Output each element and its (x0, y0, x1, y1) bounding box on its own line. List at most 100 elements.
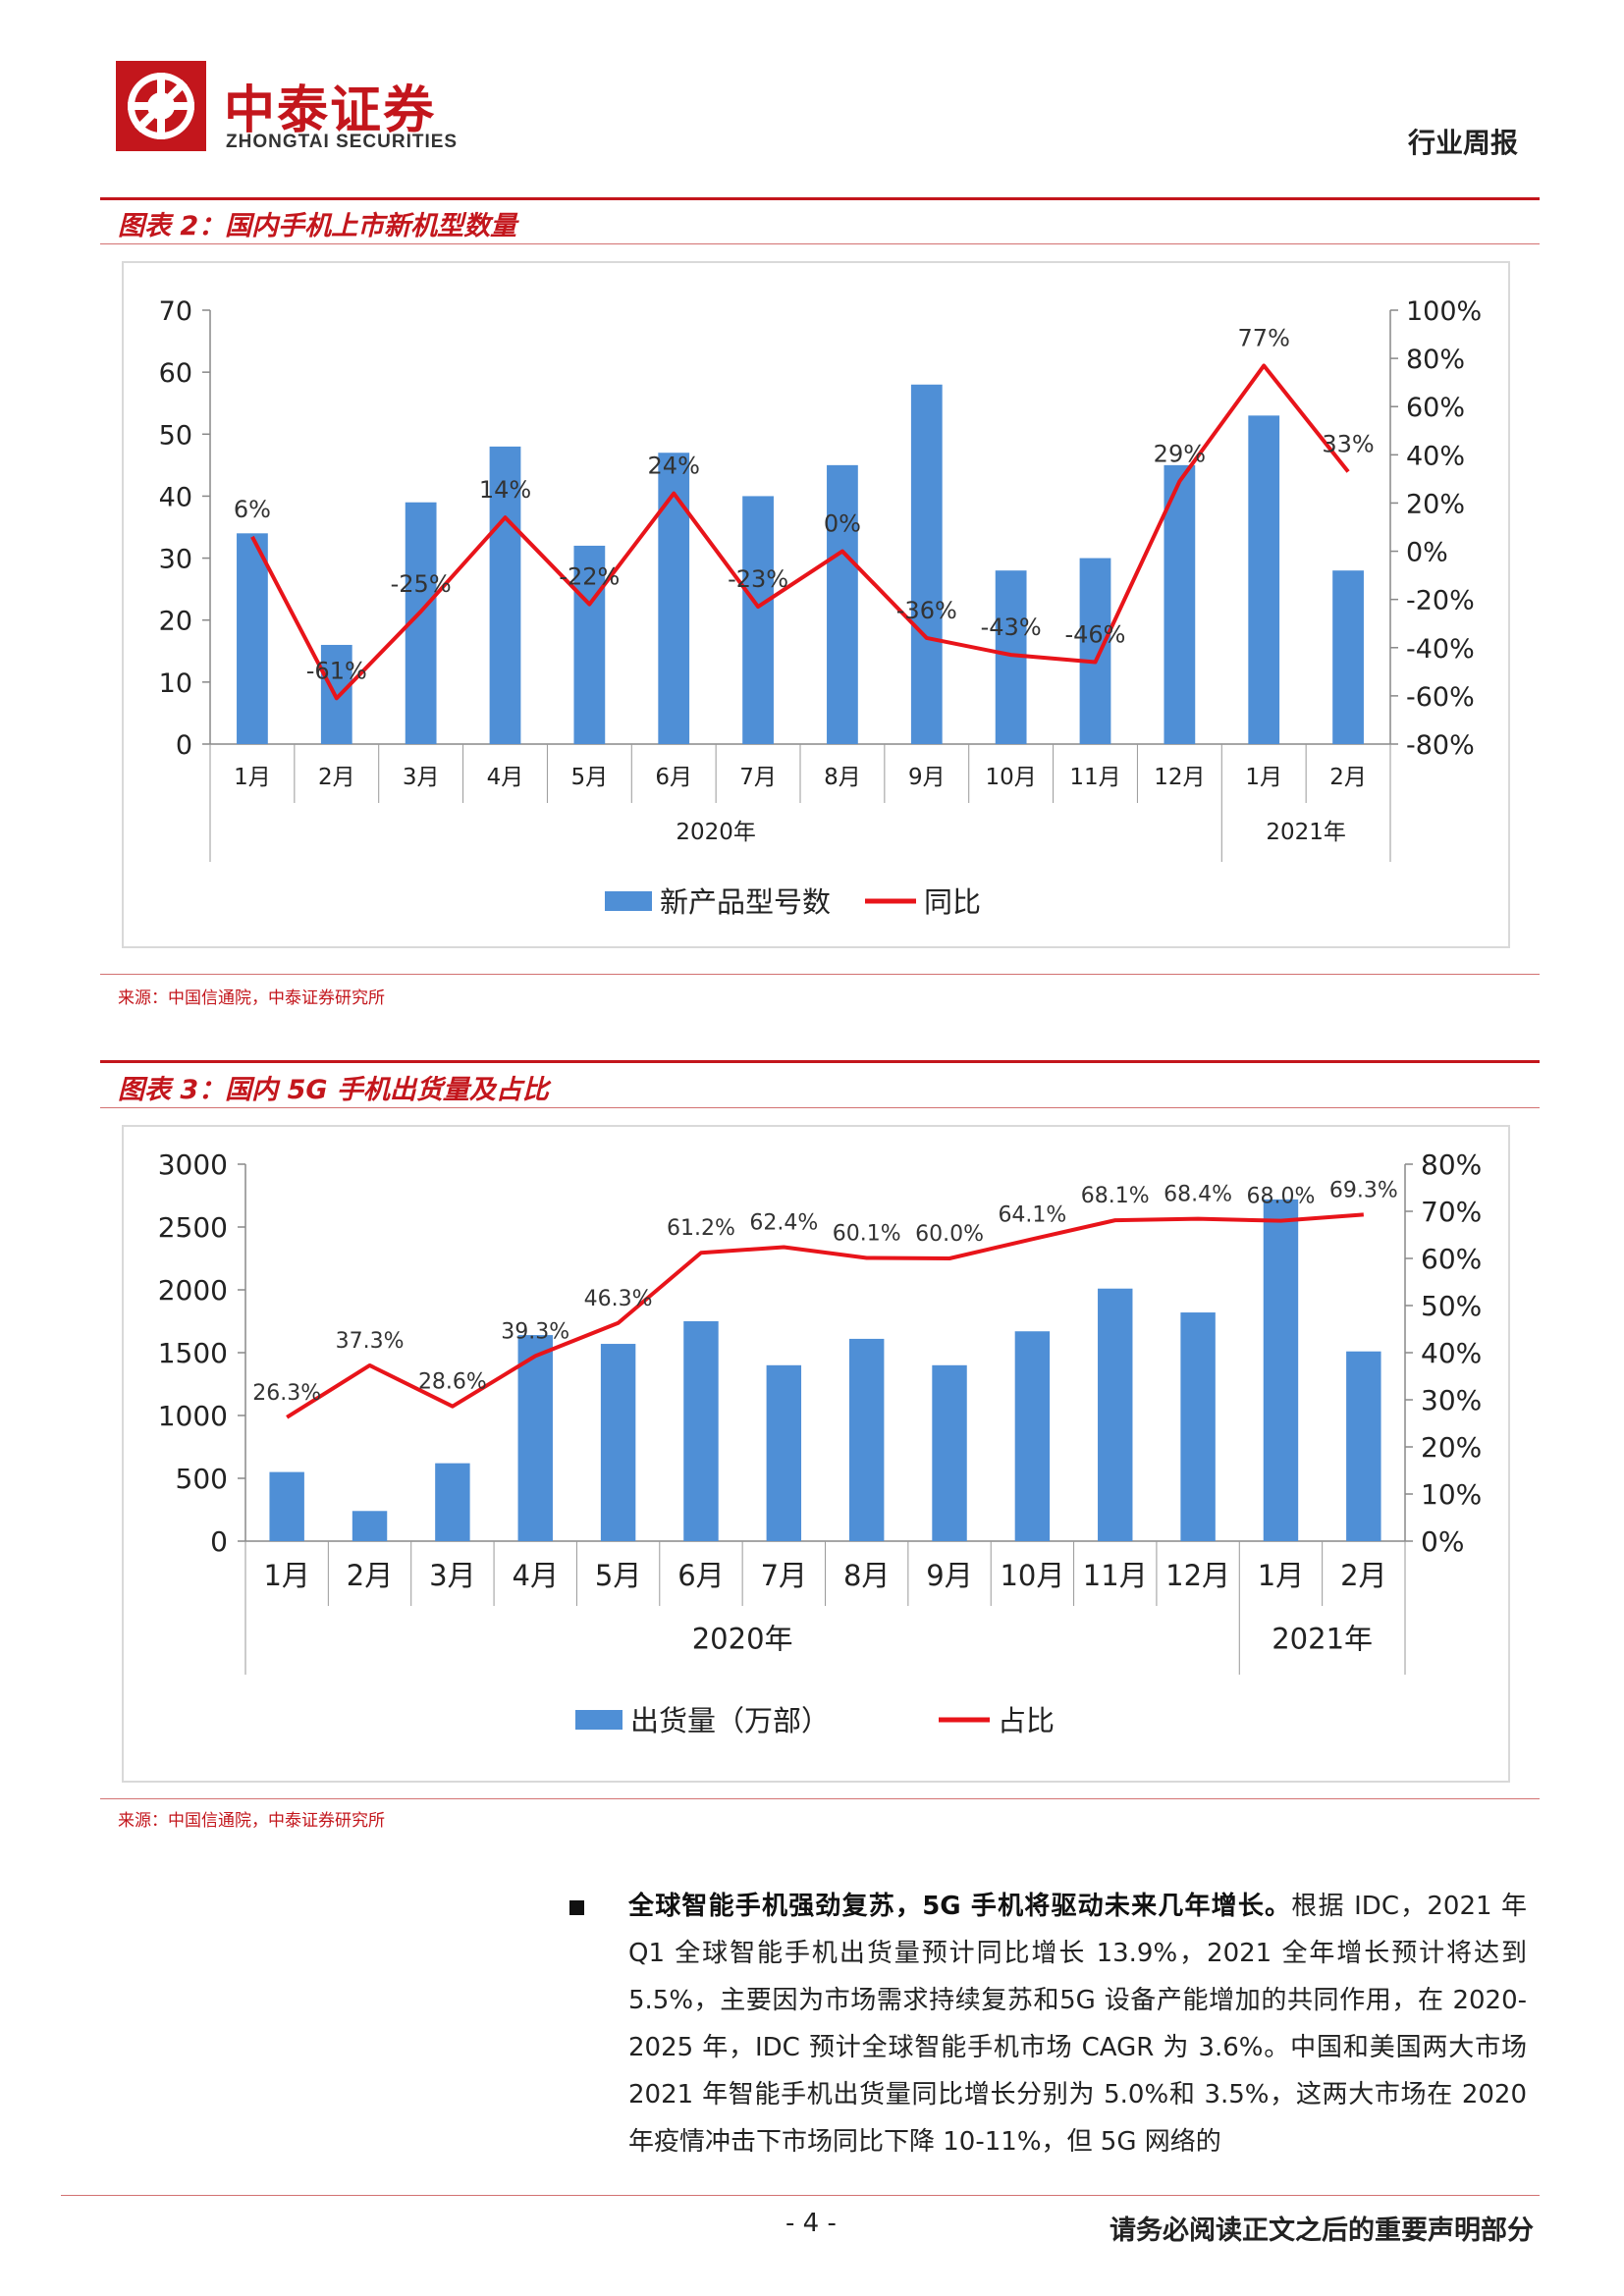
bullet-square (569, 1900, 584, 1915)
fig3-category-label: 4月 (513, 1559, 559, 1592)
fig3-left-tick-label: 3000 (158, 1148, 228, 1181)
fig3-bar (1014, 1331, 1051, 1541)
fig2-category-label: 5月 (571, 765, 609, 790)
figure3-source: 来源：中国信通院，中泰证券研究所 (118, 1811, 385, 1831)
fig3-bar (1098, 1288, 1133, 1541)
paragraph-lead: 全球智能手机强劲复苏，5G 手机将驱动未来几年增长。 (628, 1892, 1292, 1921)
document-type: 行业周报 (1407, 127, 1518, 159)
fig2-legend-bar-swatch (605, 891, 652, 911)
fig2-category-label: 6月 (655, 765, 692, 790)
fig3-legend-bar-swatch (575, 1710, 623, 1730)
fig3-data-label: 39.3% (501, 1319, 569, 1344)
fig3-bar (600, 1344, 636, 1541)
fig2-left-tick-label: 20 (159, 607, 192, 637)
fig2-left-tick-label: 60 (159, 358, 192, 389)
fig3-right-tick-label: 40% (1421, 1337, 1482, 1369)
fig3-category-label: 6月 (677, 1559, 724, 1592)
fig3-left-tick-label: 1000 (158, 1400, 228, 1432)
fig2-category-label: 12月 (1154, 765, 1205, 790)
fig2-category-label: 4月 (487, 765, 524, 790)
fig2-category-label: 8月 (824, 765, 861, 790)
fig2-data-label: -43% (981, 614, 1042, 641)
fig3-right-tick-label: 60% (1421, 1243, 1482, 1275)
fig3-data-label: 61.2% (667, 1216, 735, 1241)
fig3-data-label: 68.4% (1164, 1183, 1232, 1207)
fig2-bar (658, 453, 690, 744)
fig3-data-label: 60.0% (915, 1222, 984, 1247)
fig3-category-label: 5月 (595, 1559, 641, 1592)
fig2-bar (827, 464, 858, 744)
fig3-legend-line-label: 占比 (998, 1704, 1055, 1737)
fig3-right-tick-label: 80% (1421, 1148, 1482, 1181)
fig2-bar (1164, 464, 1196, 744)
fig2-data-label: 24% (648, 453, 700, 480)
fig2-category-label: 7月 (739, 765, 777, 790)
fig2-right-tick-label: 20% (1406, 489, 1465, 519)
figure3-source-rule (100, 1798, 1540, 1799)
fig3-legend-bar-label: 出货量（万部） (630, 1704, 830, 1737)
fig2-left-tick-label: 10 (159, 668, 192, 699)
fig2-right-tick-label: -60% (1406, 682, 1475, 713)
fig3-bar (848, 1338, 885, 1541)
fig3-line-series (286, 1212, 1364, 1419)
fig2-bar (489, 446, 521, 744)
fig3-data-label: 64.1% (998, 1202, 1066, 1227)
fig3-left-tick-label: 2000 (158, 1274, 228, 1307)
fig2-data-label: 77% (1238, 324, 1290, 351)
fig3-bar (683, 1321, 719, 1541)
fig3-left-tick-label: 500 (176, 1463, 228, 1495)
company-name-cn: 中泰证券 (224, 81, 437, 140)
fig2-data-label: -61% (306, 657, 367, 684)
figure3-chart-svg: 0 500 1000 1500 2000 2500 3000 0% 10% 20% 30% 40% 50… (158, 1148, 1483, 1737)
figure2-source-rule (100, 974, 1540, 975)
fig2-right-tick-label: 80% (1406, 345, 1465, 375)
figure2-top-rule (100, 197, 1540, 200)
figure2-title: 图表 2：国内手机上市新机型数量 (118, 211, 517, 241)
fig3-data-label: 69.3% (1329, 1178, 1398, 1202)
fig3-category-label: 1月 (263, 1559, 309, 1592)
fig2-category-label: 1月 (234, 765, 271, 790)
fig2-data-label: -22% (559, 563, 620, 591)
fig3-right-tick-label: 70% (1421, 1196, 1482, 1228)
fig2-legend-line-label: 同比 (924, 885, 981, 919)
fig2-left-tick-label: 0 (176, 730, 192, 761)
fig3-category-label: 7月 (761, 1559, 807, 1592)
page-header: 中泰证券 ZHONGTAI SECURITIES 行业周报 (0, 0, 1624, 196)
fig2-bar (1332, 570, 1364, 744)
body-paragraph: 全球智能手机强劲复苏，5G 手机将驱动未来几年增长。根据 IDC，2021 年 … (628, 1883, 1527, 2165)
fig2-bar (910, 384, 943, 744)
figure2-title-rule (100, 243, 1540, 244)
fig3-category-label: 12月 (1165, 1559, 1230, 1592)
fig3-right-tick-label: 10% (1421, 1478, 1482, 1511)
fig3-category-label: 2月 (1340, 1559, 1386, 1592)
fig2-bar (237, 533, 268, 744)
paragraph-body: 根据 IDC，2021 年 Q1 全球智能手机出货量预计同比增长 13.9%，2… (628, 1892, 1527, 2157)
fig3-bar (766, 1364, 802, 1541)
figure2-chart: 0 10 20 30 40 50 60 70 -80% -60% -40% -20% 0% 20% 40% 6… (122, 261, 1510, 948)
fig2-right-tick-label: 60% (1406, 393, 1465, 423)
fig2-left-tick-label: 70 (159, 296, 192, 327)
fig3-data-label: 46.3% (584, 1287, 653, 1311)
fig3-data-label: 37.3% (336, 1329, 405, 1354)
fig3-bar (269, 1471, 304, 1541)
fig2-legend-bar-label: 新产品型号数 (660, 885, 831, 919)
fig2-right-tick-label: 40% (1406, 441, 1465, 471)
fig2-right-tick-label: -80% (1406, 730, 1475, 761)
fig3-category-label: 8月 (843, 1559, 890, 1592)
footer-disclaimer: 请务必阅读正文之后的重要声明部分 (1110, 2216, 1534, 2246)
fig3-bar (1180, 1312, 1216, 1541)
fig2-bar (1079, 558, 1111, 744)
fig3-right-tick-label: 0% (1421, 1525, 1464, 1558)
fig3-left-tick-label: 2500 (158, 1211, 228, 1244)
fig3-group-label: 2021年 (1272, 1622, 1373, 1655)
fig2-data-label: 29% (1154, 440, 1206, 467)
fig2-left-tick-label: 30 (159, 545, 192, 575)
fig3-data-label: 26.3% (252, 1381, 321, 1406)
fig2-data-label: -36% (896, 597, 957, 624)
fig2-data-label: 33% (1322, 431, 1374, 458)
fig2-data-label: 14% (479, 476, 531, 504)
figure2-source: 来源：中国信通院，中泰证券研究所 (118, 988, 385, 1008)
fig3-category-label: 2月 (347, 1559, 393, 1592)
fig3-right-tick-label: 30% (1421, 1384, 1482, 1416)
fig3-bar (932, 1364, 967, 1541)
